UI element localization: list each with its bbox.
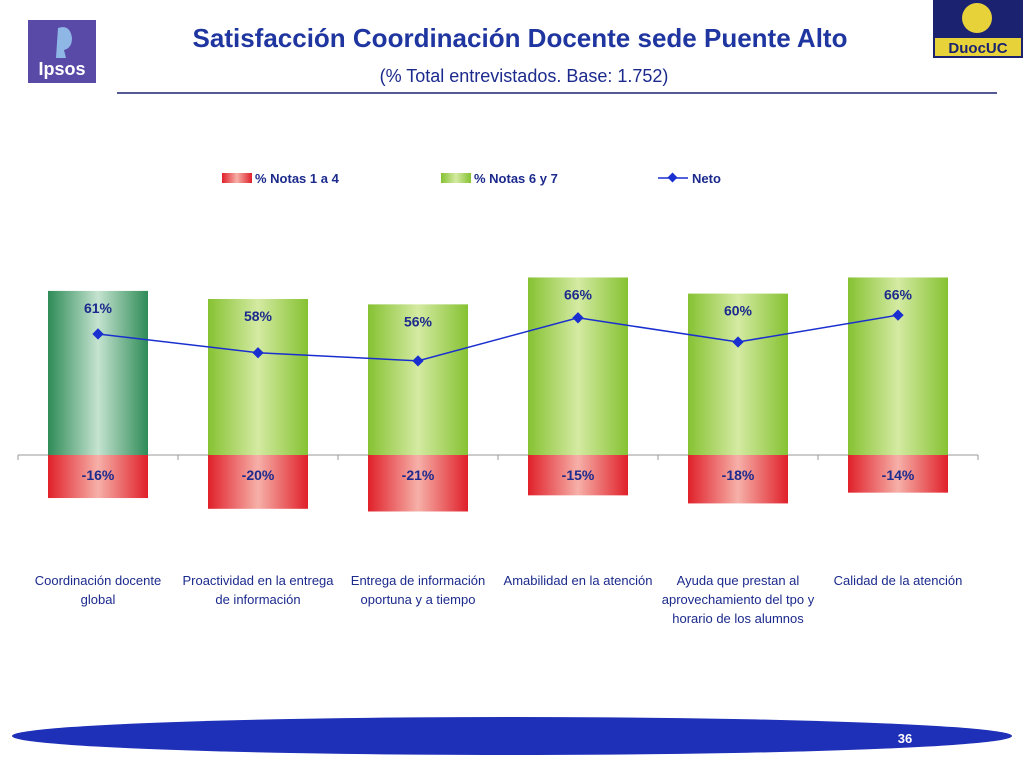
- line: [97, 314, 899, 362]
- logo-left: Ipsos: [38, 59, 85, 79]
- line-marker: [732, 336, 744, 348]
- category-label: Coordinación docente global: [34, 573, 162, 607]
- legend-swatch: [222, 173, 252, 183]
- title: Satisfacción Coordinación Docente sede P…: [193, 23, 848, 53]
- subtitle: (% Total entrevistados. Base: 1.752): [380, 66, 669, 86]
- category-label: Proactividad en la entrega de informació…: [182, 573, 334, 607]
- bar: [528, 455, 628, 496]
- logo-band: [935, 38, 1021, 56]
- data-label: 58%: [244, 308, 273, 324]
- bar: [48, 290, 148, 455]
- bar: [368, 455, 468, 512]
- data-label: -16%: [82, 467, 115, 483]
- data-label: 56%: [404, 313, 433, 329]
- bar: [688, 293, 788, 455]
- line-marker: [572, 312, 584, 324]
- bar: [48, 455, 148, 499]
- data-label: -20%: [242, 467, 275, 483]
- bar: [368, 304, 468, 455]
- line-marker: [412, 355, 424, 367]
- category-label: Ayuda que prestan al aprovechamiento del…: [661, 573, 815, 626]
- bar: [208, 298, 308, 455]
- bar: [208, 455, 308, 509]
- data-label: 66%: [564, 286, 593, 302]
- logo-right: DuocUC: [948, 40, 1007, 57]
- bar: [848, 277, 948, 455]
- legend-label: Neto: [692, 171, 721, 186]
- category-label: Amabilidad en la atención: [503, 573, 653, 588]
- page-number: 36: [898, 731, 912, 746]
- category-label: Entrega de información oportuna y a tiem…: [350, 573, 486, 607]
- footer-band: [12, 717, 1012, 755]
- data-label: 61%: [84, 300, 113, 316]
- data-label: -14%: [882, 467, 915, 483]
- legend-label: % Notas 1 a 4: [255, 171, 340, 186]
- line-marker: [892, 309, 904, 321]
- bar: [528, 277, 628, 455]
- data-label: 60%: [724, 303, 753, 319]
- line-marker: [252, 347, 264, 359]
- logo-figure: [56, 27, 72, 58]
- data-label: -18%: [722, 467, 755, 483]
- data-label: -15%: [562, 467, 595, 483]
- legend-marker: [667, 172, 678, 183]
- legend-label: % Notas 6 y 7: [474, 171, 558, 186]
- data-label: 66%: [884, 286, 913, 302]
- bar: [688, 455, 788, 504]
- legend-swatch: [441, 173, 471, 183]
- category-label: Calidad de la atención: [833, 573, 963, 588]
- logo-crest: [962, 3, 992, 33]
- data-label: -21%: [402, 467, 435, 483]
- bar: [848, 455, 948, 493]
